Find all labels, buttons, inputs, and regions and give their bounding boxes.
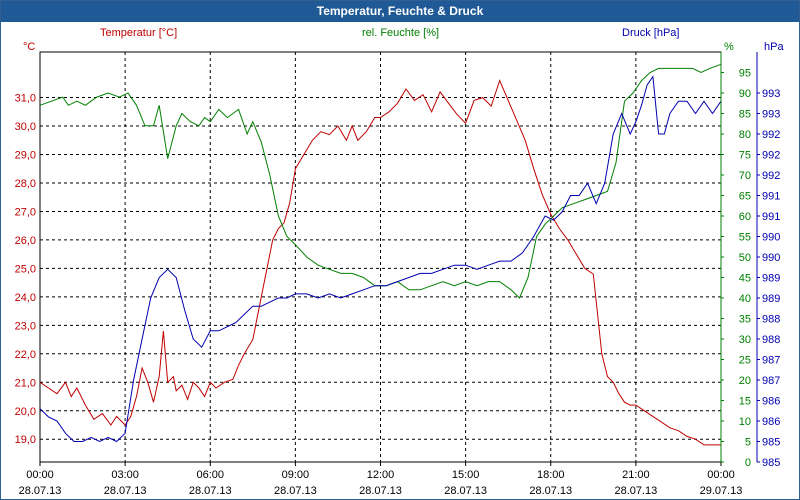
humidity-tick-label: 40 [739, 293, 751, 305]
x-tick-date: 28.07.13 [614, 485, 657, 497]
pressure-tick-label: 987 [762, 355, 780, 367]
humidity-line [39, 63, 722, 299]
humidity-tick-label: 65 [739, 191, 751, 203]
temperature-tick-label: 20,0 [15, 406, 36, 418]
temperature-tick-label: 22,0 [15, 349, 36, 361]
temperature-tick-label: 25,0 [15, 263, 36, 275]
temperature-tick-label: 19,0 [15, 434, 36, 446]
pressure-tick-label: 992 [762, 170, 780, 182]
x-tick-time: 00:00 [707, 469, 735, 481]
pressure-tick-label: 991 [762, 191, 780, 203]
x-tick-time: 15:00 [452, 469, 480, 481]
temperature-tick-label: 30,0 [15, 121, 36, 133]
humidity-tick-label: 90 [739, 88, 751, 100]
temperature-unit: °C [23, 41, 35, 53]
x-tick-time: 09:00 [282, 469, 310, 481]
temperature-line [39, 79, 721, 446]
temperature-tick-label: 24,0 [15, 292, 36, 304]
pressure-tick-label: 989 [762, 273, 780, 285]
pressure-tick-label: 988 [762, 314, 780, 326]
pressure-tick-label: 990 [762, 232, 780, 244]
pressure-tick-label: 993 [762, 88, 780, 100]
x-tick-date: 29.07.13 [700, 485, 743, 497]
x-tick-date: 28.07.13 [529, 485, 572, 497]
chart-title: Temperatur, Feuchte & Druck [316, 4, 484, 18]
x-tick-time: 21:00 [622, 469, 650, 481]
grid [39, 51, 722, 466]
x-tick-time: 03:00 [111, 469, 139, 481]
pressure-line [39, 75, 722, 443]
humidity-tick-label: 35 [739, 314, 751, 326]
pressure-unit: hPa [764, 41, 784, 53]
humidity-axis-label: rel. Feuchte [%] [362, 27, 439, 39]
humidity-tick-label: 45 [739, 273, 751, 285]
temperature-tick-label: 26,0 [15, 235, 36, 247]
temperature-tick-label: 29,0 [15, 150, 36, 162]
temperature-tick-label: 27,0 [15, 206, 36, 218]
pressure-tick-label: 987 [762, 375, 780, 387]
temperature-axis-label: Temperatur [°C] [100, 27, 177, 39]
pressure-tick-label: 992 [762, 150, 780, 162]
humidity-tick-label: 50 [739, 252, 751, 264]
humidity-tick-label: 20 [739, 375, 751, 387]
x-tick-date: 28.07.13 [359, 485, 402, 497]
humidity-unit: % [724, 41, 734, 53]
x-tick-time: 18:00 [537, 469, 565, 481]
x-tick-time: 12:00 [367, 469, 395, 481]
x-tick-date: 28.07.13 [444, 485, 487, 497]
humidity-tick-label: 95 [739, 68, 751, 80]
humidity-tick-label: 5 [745, 437, 751, 449]
humidity-tick-label: 60 [739, 211, 751, 223]
temperature-tick-label: 28,0 [15, 178, 36, 190]
pressure-tick-label: 989 [762, 293, 780, 305]
pressure-tick-label: 986 [762, 416, 780, 428]
humidity-tick-label: 85 [739, 109, 751, 121]
pressure-tick-label: 985 [762, 437, 780, 449]
pressure-tick-label: 988 [762, 334, 780, 346]
temperature-tick-label: 31,0 [15, 93, 36, 105]
temperature-tick-label: 23,0 [15, 320, 36, 332]
pressure-tick-label: 985 [762, 457, 780, 469]
series-layer [39, 63, 722, 446]
humidity-tick-label: 15 [739, 396, 751, 408]
pressure-tick-label: 993 [762, 109, 780, 121]
pressure-tick-label: 990 [762, 252, 780, 264]
pressure-tick-label: 992 [762, 129, 780, 141]
x-tick-time: 06:00 [196, 469, 224, 481]
humidity-tick-label: 80 [739, 129, 751, 141]
humidity-tick-label: 70 [739, 170, 751, 182]
x-tick-date: 28.07.13 [189, 485, 232, 497]
x-tick-date: 28.07.13 [104, 485, 147, 497]
x-tick-time: 00:00 [26, 469, 54, 481]
title-bar: Temperatur, Feuchte & Druck [1, 1, 799, 22]
pressure-tick-label: 991 [762, 211, 780, 223]
humidity-tick-label: 0 [745, 457, 751, 469]
temperature-tick-label: 21,0 [15, 377, 36, 389]
axes: Temperatur [°C] rel. Feuchte [%] Druck [… [15, 27, 785, 497]
x-tick-date: 28.07.13 [274, 485, 317, 497]
humidity-tick-label: 55 [739, 232, 751, 244]
humidity-tick-label: 30 [739, 334, 751, 346]
humidity-tick-label: 25 [739, 355, 751, 367]
humidity-tick-label: 75 [739, 150, 751, 162]
humidity-tick-label: 10 [739, 416, 751, 428]
pressure-tick-label: 986 [762, 396, 780, 408]
x-tick-date: 28.07.13 [19, 485, 62, 497]
pressure-axis-label: Druck [hPa] [622, 27, 679, 39]
